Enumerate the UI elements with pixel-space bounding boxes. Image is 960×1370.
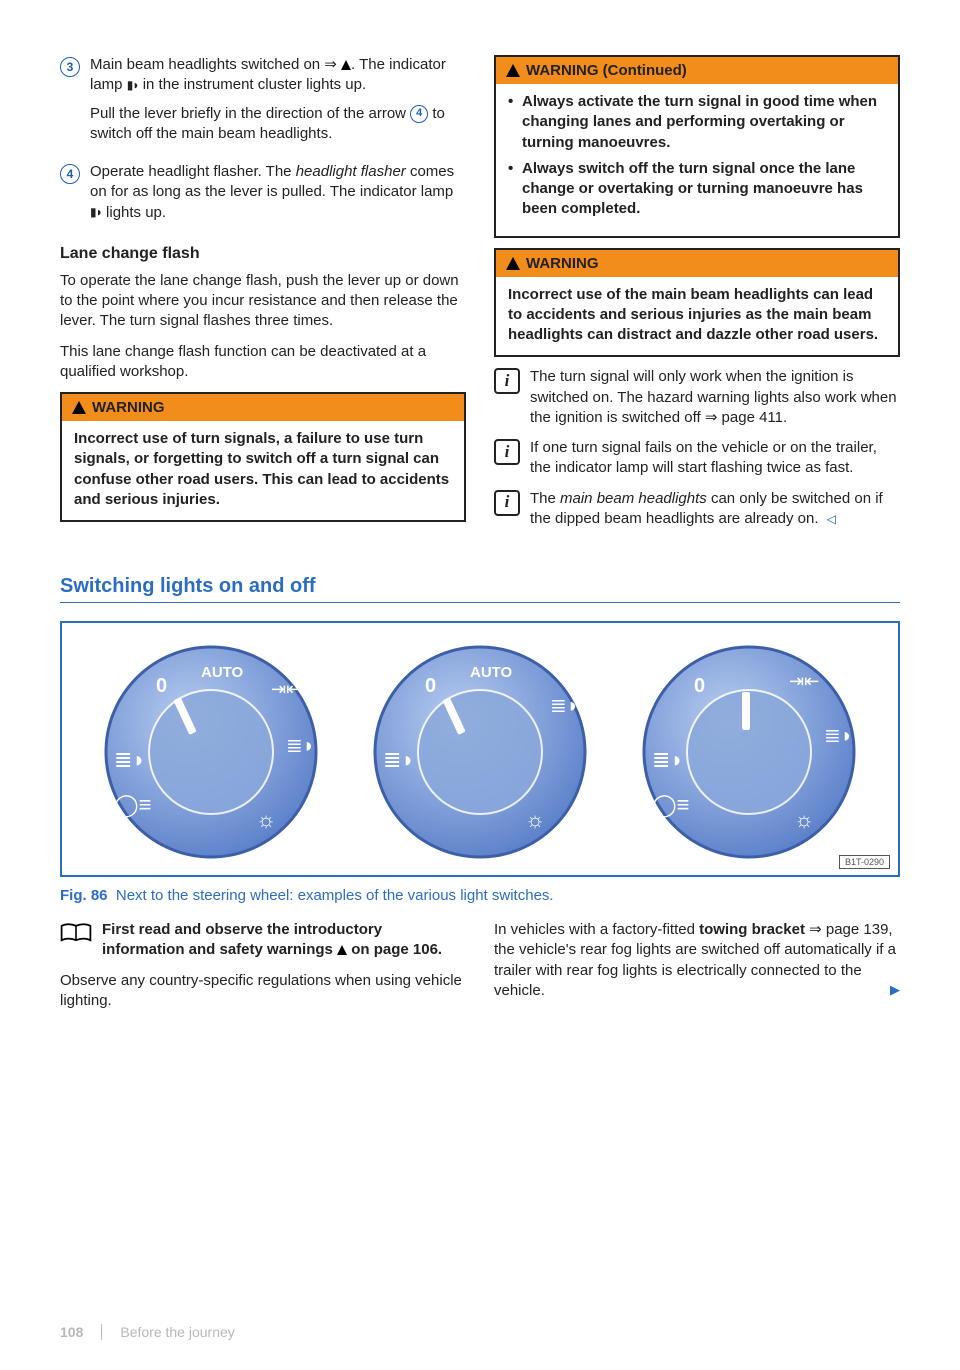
svg-text:≣◗: ≣◗: [652, 747, 684, 772]
svg-text:AUTO: AUTO: [201, 664, 244, 681]
warning-box-2: WARNING Incorrect use of the main beam h…: [494, 248, 900, 358]
lane-change-p1: To operate the lane change flash, push t…: [60, 271, 466, 332]
warning-header: WARNING: [496, 250, 898, 277]
warning-triangle-icon: [337, 945, 347, 955]
circled-number-4: 4: [60, 164, 80, 184]
info-icon: i: [494, 368, 520, 394]
figure-caption: Fig. 86 Next to the steering wheel: exam…: [60, 887, 900, 904]
svg-text:≣◗: ≣◗: [550, 695, 579, 717]
indicator-lamp-icon: ▮◗: [90, 204, 102, 220]
warning-body: Incorrect use of turn signals, a failure…: [62, 421, 464, 520]
svg-text:◯≡: ◯≡: [652, 792, 689, 818]
svg-text:≣◗: ≣◗: [824, 725, 853, 747]
svg-text:AUTO: AUTO: [470, 664, 513, 681]
svg-text:0: 0: [156, 675, 167, 697]
svg-text:⇥⇤: ⇥⇤: [271, 679, 301, 699]
list-item-3: 3 Main beam headlights switched on ⇒ . T…: [60, 55, 466, 152]
bullet-item: • Always switch off the turn signal once…: [508, 159, 886, 220]
indicator-lamp-icon: ▮◗: [127, 77, 139, 93]
lower-columns: First read and observe the introductory …: [60, 920, 900, 1021]
svg-text:≣◗: ≣◗: [286, 735, 315, 757]
warning-body: • Always activate the turn signal in goo…: [496, 84, 898, 236]
warning-triangle-icon: [72, 401, 86, 414]
lower-left-column: First read and observe the introductory …: [60, 920, 466, 1021]
list-item-4: 4 Operate headlight flasher. The headlig…: [60, 162, 466, 231]
info-note-3: i The main beam headlights can only be s…: [494, 489, 900, 530]
warning-box-continued: WARNING (Continued) • Always activate th…: [494, 55, 900, 238]
info-icon: i: [494, 439, 520, 465]
left-column: 3 Main beam headlights switched on ⇒ . T…: [60, 55, 466, 539]
svg-text:☼: ☼: [256, 807, 276, 832]
continue-arrow-icon: ▶: [890, 981, 900, 999]
info-note-1: i The turn signal will only work when th…: [494, 367, 900, 428]
page-number: 108: [60, 1324, 83, 1340]
figure-86: 0 AUTO ⇥⇤ ≣◗ ☼ ≣◗ ◯≡ 0 AUTO ≣◗ ☼ ≣◗ 0 ⇥⇤…: [60, 621, 900, 877]
svg-text:0: 0: [425, 675, 436, 697]
bullet-item: • Always activate the turn signal in goo…: [508, 92, 886, 153]
warning-header: WARNING (Continued): [496, 57, 898, 84]
svg-text:☼: ☼: [525, 807, 545, 832]
intro-note: First read and observe the introductory …: [60, 920, 466, 961]
circled-number-3: 3: [60, 57, 80, 77]
warning-triangle-icon: [341, 60, 351, 70]
light-switch-dial-1: 0 AUTO ⇥⇤ ≣◗ ☼ ≣◗ ◯≡: [86, 637, 336, 867]
circled-number-4-inline: 4: [410, 105, 428, 123]
svg-text:≣◗: ≣◗: [383, 747, 415, 772]
light-switch-dial-2: 0 AUTO ≣◗ ☼ ≣◗: [355, 637, 605, 867]
figure-id: B1T-0290: [839, 855, 890, 869]
list-item-4-body: Operate headlight flasher. The headlight…: [90, 162, 466, 223]
footer-section: Before the journey: [120, 1324, 234, 1340]
book-icon: [60, 922, 92, 944]
warning-header: WARNING: [62, 394, 464, 421]
bullet-icon: •: [508, 159, 522, 220]
lane-change-p2: This lane change flash function can be d…: [60, 342, 466, 383]
right-column: WARNING (Continued) • Always activate th…: [494, 55, 900, 539]
warning-body: Incorrect use of the main beam headlight…: [496, 277, 898, 356]
page-footer: 108 Before the journey: [60, 1324, 235, 1340]
warning-triangle-icon: [506, 257, 520, 270]
svg-text:◯≡: ◯≡: [114, 792, 151, 818]
svg-text:0: 0: [694, 675, 705, 697]
info-icon: i: [494, 490, 520, 516]
light-switch-dial-3: 0 ⇥⇤ ≣◗ ☼ ≣◗ ◯≡: [624, 637, 874, 867]
info-note-2: i If one turn signal fails on the vehicl…: [494, 438, 900, 479]
list-item-3-body: Main beam headlights switched on ⇒ . The…: [90, 55, 466, 152]
bullet-icon: •: [508, 92, 522, 153]
section-title: Switching lights on and off: [60, 575, 900, 603]
lane-change-heading: Lane change flash: [60, 245, 466, 263]
svg-text:☼: ☼: [794, 807, 814, 832]
svg-text:≣◗: ≣◗: [114, 747, 146, 772]
country-regs-para: Observe any country-specific regulations…: [60, 971, 466, 1012]
svg-text:⇥⇤: ⇥⇤: [789, 671, 819, 691]
warning-triangle-icon: [506, 64, 520, 77]
end-triangle-icon: ◁: [827, 511, 836, 527]
warning-box-1: WARNING Incorrect use of turn signals, a…: [60, 392, 466, 522]
towing-bracket-para: In vehicles with a factory-fitted towing…: [494, 920, 900, 1001]
upper-columns: 3 Main beam headlights switched on ⇒ . T…: [60, 55, 900, 539]
footer-divider: [101, 1324, 102, 1340]
lower-right-column: In vehicles with a factory-fitted towing…: [494, 920, 900, 1021]
